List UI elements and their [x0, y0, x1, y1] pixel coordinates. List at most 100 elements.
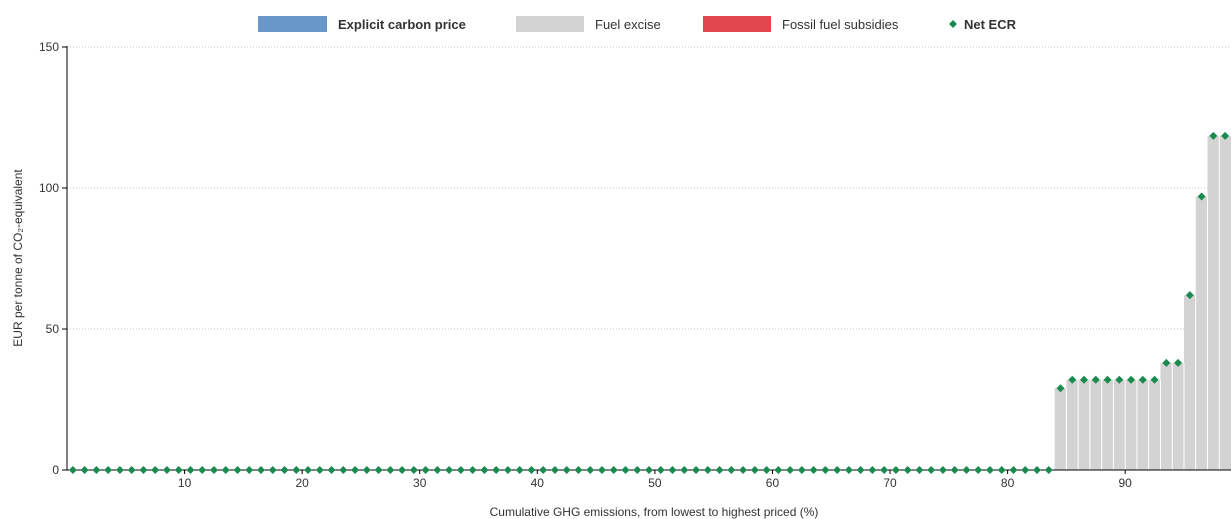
legend-swatch	[516, 16, 584, 32]
net-ecr-point	[891, 466, 900, 474]
net-ecr-point	[221, 466, 230, 474]
legend-label: Net ECR	[964, 17, 1017, 32]
legend: Explicit carbon price Fuel excise Fossil f…	[258, 16, 1017, 32]
net-ecr-point	[938, 466, 947, 474]
net-ecr-point	[1174, 358, 1183, 367]
net-ecr-point	[739, 466, 748, 474]
net-ecr-point	[351, 466, 360, 474]
net-ecr-point	[621, 466, 630, 474]
net-ecr-point	[327, 466, 336, 474]
net-ecr-point	[985, 466, 994, 474]
y-tick-label: 150	[39, 40, 59, 54]
net-ecr-point	[809, 466, 818, 474]
gridlines	[67, 46, 1231, 330]
bars	[1054, 135, 1231, 470]
y-tick-label: 100	[39, 181, 59, 195]
net-ecr-point	[1103, 375, 1112, 384]
net-ecr-point	[339, 466, 348, 474]
net-ecr-point	[680, 466, 689, 474]
net-ecr-point	[821, 466, 830, 474]
net-ecr-point	[68, 466, 77, 474]
net-ecr-point	[927, 466, 936, 474]
net-ecr-point	[539, 466, 548, 474]
net-ecr-point	[1021, 466, 1030, 474]
x-tick-label: 90	[1119, 476, 1133, 490]
net-ecr-point	[609, 466, 618, 474]
legend-item: Net ECR	[949, 17, 1017, 32]
net-ecr-point	[645, 466, 653, 474]
x-tick-label: 10	[178, 476, 192, 490]
net-ecr-point	[151, 466, 160, 474]
net-ecr-point	[656, 466, 665, 474]
net-ecr-point	[456, 466, 465, 474]
net-ecr-point	[727, 466, 736, 474]
net-ecr-point	[1068, 375, 1077, 384]
net-ecr-point	[280, 466, 289, 474]
x-axis-title: Cumulative GHG emissions, from lowest to…	[490, 505, 819, 519]
net-ecr-point	[292, 466, 301, 474]
net-ecr-point	[1209, 131, 1218, 140]
net-ecr-point	[597, 466, 606, 474]
net-ecr-point	[127, 466, 136, 474]
net-ecr-point	[80, 466, 89, 474]
net-ecr-point	[162, 466, 171, 474]
net-ecr-point	[245, 466, 254, 474]
x-tick-label: 50	[648, 476, 662, 490]
net-ecr-point	[445, 466, 454, 474]
net-ecr-point	[92, 466, 101, 474]
x-tick-label: 40	[531, 476, 545, 490]
net-ecr-point	[480, 466, 489, 474]
net-ecr-point	[633, 466, 642, 474]
net-ecr-point	[915, 466, 924, 474]
net-ecr-point	[515, 466, 524, 474]
x-tick-label: 60	[766, 476, 780, 490]
net-ecr-point	[774, 466, 783, 474]
net-ecr-point	[786, 466, 795, 474]
net-ecr-point	[833, 466, 842, 474]
fuel-excise-bar	[1054, 388, 1067, 470]
net-ecr-point	[1080, 375, 1089, 384]
net-ecr-point	[868, 466, 877, 474]
net-ecr-point	[386, 466, 395, 474]
legend-item: Fuel excise	[516, 16, 661, 32]
net-ecr-point	[1185, 291, 1194, 300]
net-ecr-point	[562, 466, 571, 474]
legend-label: Fossil fuel subsidies	[782, 17, 899, 32]
net-ecr-point	[268, 466, 277, 474]
net-ecr-points	[68, 131, 1230, 474]
net-ecr-point	[797, 466, 806, 474]
net-ecr-point	[856, 466, 865, 474]
net-ecr-point	[209, 466, 218, 474]
legend-label: Explicit carbon price	[338, 17, 466, 32]
net-ecr-point	[468, 466, 477, 474]
net-ecr-point	[503, 466, 512, 474]
net-ecr-point	[974, 466, 983, 474]
net-ecr-point	[233, 466, 242, 474]
legend-swatch	[703, 16, 771, 32]
y-tick-label: 0	[52, 463, 59, 477]
net-ecr-point	[139, 466, 148, 474]
net-ecr-point	[374, 466, 383, 474]
x-tick-label: 30	[413, 476, 427, 490]
net-ecr-point	[315, 466, 324, 474]
net-ecr-point	[692, 466, 701, 474]
legend-marker	[949, 20, 957, 28]
legend-item: Fossil fuel subsidies	[703, 16, 899, 32]
net-ecr-point	[174, 466, 183, 474]
net-ecr-point	[362, 466, 371, 474]
net-ecr-point	[104, 466, 113, 474]
net-ecr-point	[492, 466, 501, 474]
net-ecr-point	[1056, 384, 1065, 393]
net-ecr-point	[903, 466, 912, 474]
net-ecr-point	[844, 466, 853, 474]
y-tick-label: 50	[46, 322, 60, 336]
x-tick-label: 80	[1001, 476, 1015, 490]
fuel-excise-bar	[1183, 295, 1196, 470]
net-ecr-point	[1162, 358, 1171, 367]
net-ecr-point	[1091, 375, 1100, 384]
net-ecr-point	[1033, 466, 1041, 474]
net-ecr-point	[421, 466, 430, 474]
fuel-excise-bar	[1195, 196, 1208, 470]
net-ecr-point	[527, 466, 536, 474]
